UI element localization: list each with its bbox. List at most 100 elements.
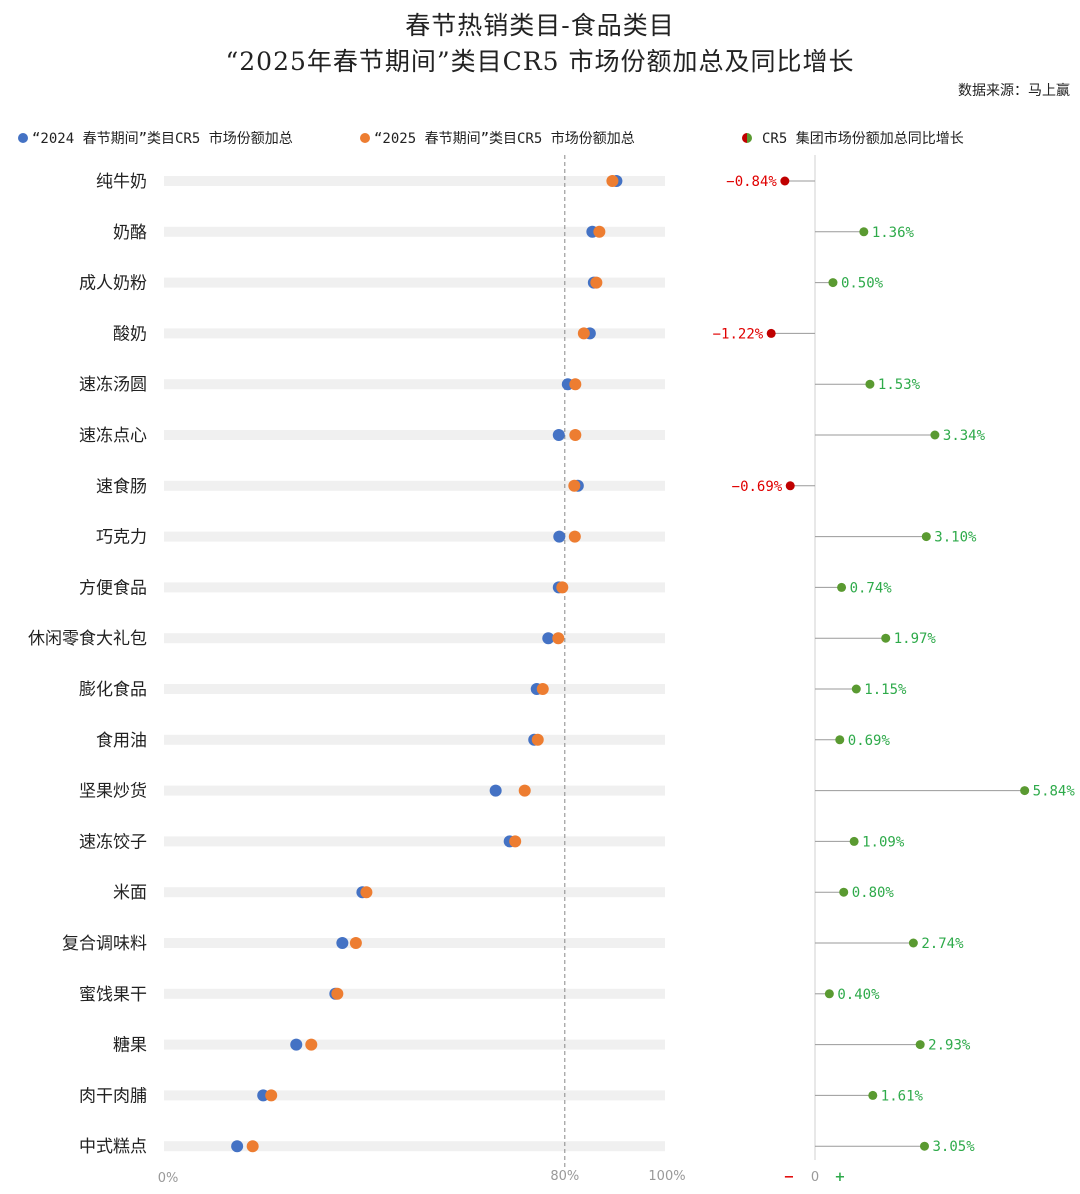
data-source: 数据来源：马上赢 [958,83,1070,99]
growth-axis-plus: + [835,1170,846,1185]
track-bar [164,582,665,593]
point-2025 [556,581,569,594]
point-2025 [593,225,606,238]
category-label: 休闲零食大礼包 [28,629,147,649]
growth-value-label: −0.69% [732,479,783,495]
growth-point [915,1040,925,1050]
point-2024 [542,632,555,645]
growth-value-label: −1.22% [713,326,764,342]
chart-title-line1: 春节热销类目-食品类目 [405,11,675,40]
category-label: 肉干肉脯 [79,1086,147,1106]
category-label: 复合调味料 [62,934,147,954]
category-label: 速冻点心 [79,426,147,446]
growth-value-label: 1.61% [881,1088,924,1104]
category-label: 酸奶 [113,324,147,344]
category-label: 坚果炒货 [79,782,147,802]
growth-value-label: 3.34% [943,428,986,444]
point-2025 [331,987,344,1000]
legend-item-growth: CR5 集团市场份额加总同比增长 [742,128,964,148]
growth-value-label: 5.84% [1033,784,1076,800]
point-2025 [552,632,565,645]
x-tick-100: 100% [648,1169,685,1184]
growth-value-label: 0.80% [852,885,895,901]
track-bar [164,684,665,694]
growth-point [851,684,861,694]
track-bar [164,734,665,745]
growth-value-label: 0.40% [837,987,880,1003]
category-label: 奶酪 [113,223,147,243]
track-bar [164,938,665,948]
growth-value-label: 2.74% [921,936,964,952]
category-label: 方便食品 [79,578,147,598]
x-tick-80: 80% [550,1169,579,1184]
track-bar [164,226,665,237]
growth-point [849,836,859,846]
track-bar [164,1039,665,1050]
growth-point [839,887,849,897]
track-bar [164,277,665,288]
category-label: 膨化食品 [79,680,147,700]
track-bar [164,887,665,898]
category-label: 速冻汤圆 [79,375,147,395]
growth-point [881,633,891,643]
category-label: 蜜饯果干 [79,985,147,1005]
growth-point [766,328,776,338]
growth-point [1020,786,1030,796]
category-label: 巧克力 [96,528,147,548]
growth-point [865,379,875,389]
chart-title-line2: “2025年春节期间”类目CR5 市场份额加总及同比增长 [225,47,855,76]
track-bar [164,176,665,186]
growth-value-label: 0.69% [848,733,891,749]
point-2025 [349,937,362,949]
point-2025 [606,175,619,187]
point-2025 [569,378,582,391]
track-bar [164,1090,665,1101]
point-2025 [305,1038,318,1051]
category-label: 成人奶粉 [79,274,147,294]
legend-label-2025: “2025 春节期间”类目CR5 市场份额加总 [374,131,635,147]
category-label: 米面 [113,883,147,903]
legend-marker-2025 [360,133,370,143]
growth-point [919,1141,929,1151]
growth-axis-minus: − [784,1170,795,1185]
growth-point [921,532,931,542]
growth-point [908,938,918,948]
growth-point [837,582,847,592]
growth-value-label: 1.09% [862,834,905,850]
legend-label-2024: “2024 春节期间”类目CR5 市场份额加总 [32,131,293,147]
growth-value-label: 0.50% [841,276,884,292]
growth-point [780,176,790,186]
point-2024 [336,937,349,949]
x-tick-0: 0% [158,1171,179,1186]
track-bar [164,1141,665,1152]
point-2024 [290,1038,303,1051]
growth-value-label: −0.84% [726,174,777,190]
legend-item-2025: “2025 春节期间”类目CR5 市场份额加总 [360,128,635,148]
growth-point [824,989,834,999]
point-2025 [577,327,590,340]
point-2024 [553,530,566,543]
track-bar [164,430,665,440]
category-label: 食用油 [96,731,147,751]
growth-point [785,481,795,491]
point-2025 [246,1140,259,1153]
point-2025 [531,733,544,746]
point-2025 [536,683,549,695]
point-2025 [568,530,581,543]
growth-value-label: 1.36% [872,225,915,241]
track-bar [164,379,665,390]
growth-value-label: 2.93% [928,1038,971,1054]
point-2025 [518,784,531,797]
growth-axis-zero: 0 [811,1170,819,1185]
category-label: 纯牛奶 [96,172,147,192]
growth-value-label: 3.10% [934,530,977,546]
point-2025 [265,1089,278,1102]
growth-point [868,1090,878,1100]
point-2025 [568,479,581,492]
legend-item-2024: “2024 春节期间”类目CR5 市场份额加总 [18,128,293,148]
point-2025 [509,835,522,848]
track-bar [164,531,665,542]
growth-point [835,735,845,745]
growth-point [930,430,940,440]
